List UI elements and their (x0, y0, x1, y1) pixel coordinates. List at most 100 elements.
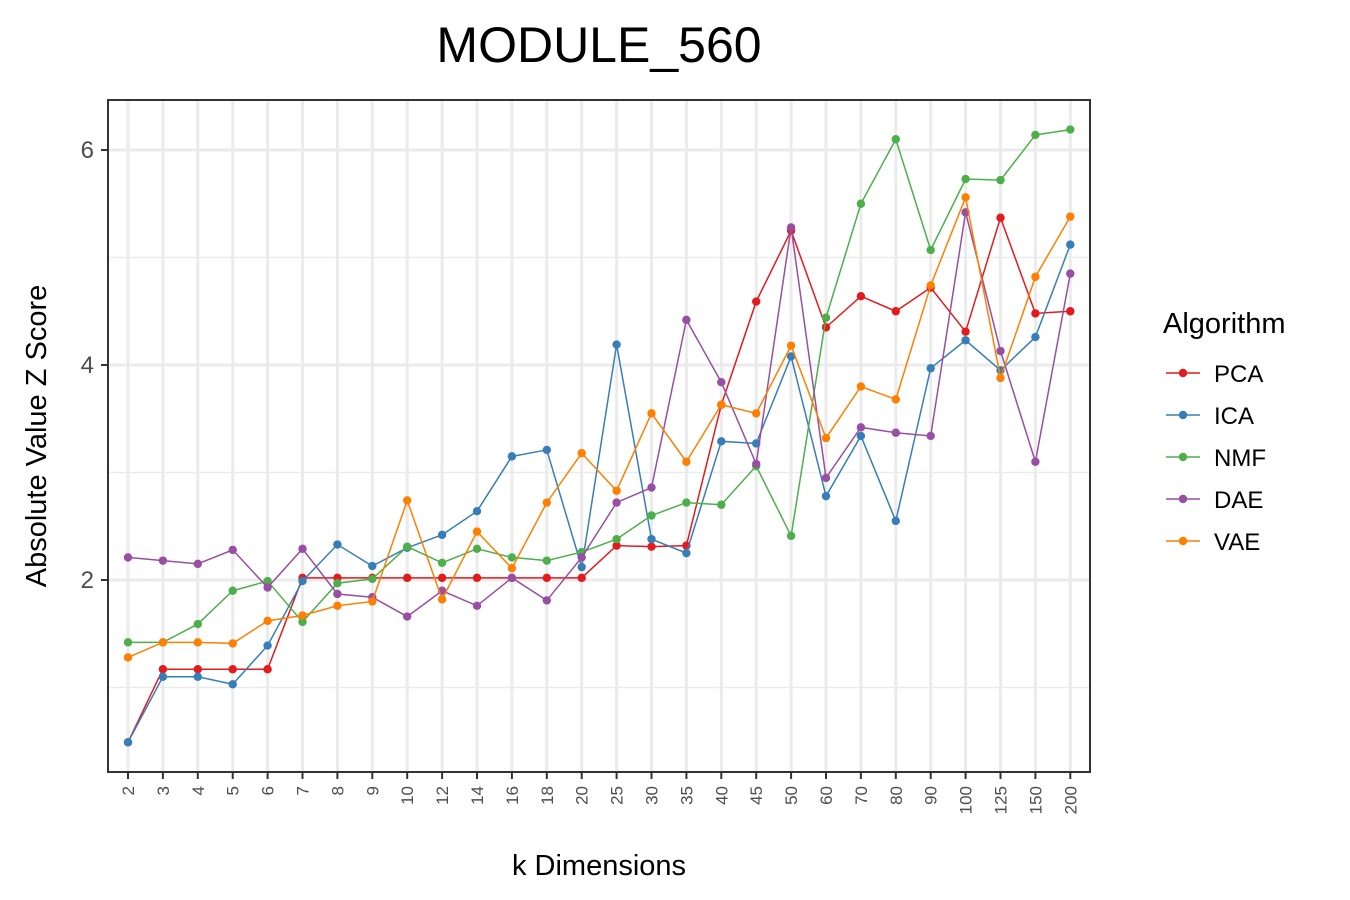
data-point (542, 556, 551, 565)
y-tick-label: 2 (81, 567, 94, 594)
x-tick-label: 60 (817, 786, 836, 805)
x-tick-label: 20 (573, 786, 592, 805)
legend: Algorithm PCA ICA NMF DAE VAE (1163, 308, 1286, 556)
data-point (891, 135, 900, 144)
data-point (158, 665, 168, 674)
data-point (193, 559, 202, 569)
x-tick-label: 7 (294, 786, 313, 795)
x-tick-label: 80 (887, 786, 906, 805)
data-point (1031, 130, 1040, 140)
data-point (368, 574, 377, 584)
data-point (647, 409, 656, 418)
data-point (856, 382, 866, 391)
data-point (926, 245, 935, 255)
legend-label: PCA (1214, 361, 1263, 388)
data-point (472, 527, 482, 536)
y-tick-label: 6 (81, 137, 94, 164)
data-point (507, 563, 517, 573)
data-point (926, 281, 935, 290)
data-point (1031, 457, 1040, 466)
x-tick-label: 5 (224, 786, 243, 795)
x-tick-label: 12 (433, 786, 452, 805)
data-point (961, 327, 970, 336)
legend-key-point (1178, 368, 1188, 378)
data-point (647, 511, 656, 520)
legend-item-pca: PCA (1166, 361, 1263, 388)
data-point (1031, 309, 1040, 318)
data-point (612, 498, 621, 507)
x-tick-label: 40 (712, 786, 731, 805)
data-point (717, 500, 726, 509)
data-point (542, 596, 551, 605)
data-point (123, 738, 133, 747)
data-point (612, 541, 621, 550)
x-tick-label: 10 (398, 786, 417, 805)
legend-key-point (1178, 494, 1188, 504)
data-point (507, 573, 517, 583)
x-tick-label: 50 (782, 786, 801, 805)
data-point (228, 639, 237, 648)
data-point (403, 573, 412, 583)
data-point (403, 496, 412, 505)
data-point (752, 409, 761, 418)
data-point (158, 556, 168, 565)
data-point (1066, 269, 1075, 278)
data-point (891, 395, 900, 404)
data-point (368, 597, 377, 606)
x-tick-label: 14 (468, 786, 487, 805)
data-point (821, 313, 831, 322)
x-tick-label: 18 (538, 786, 557, 805)
data-point (752, 459, 761, 469)
grid-major (108, 100, 1090, 772)
data-point (577, 573, 586, 583)
data-point (856, 199, 866, 208)
data-point (996, 373, 1005, 383)
y-axis: 2 4 6 (81, 137, 108, 594)
x-tick-label: 100 (957, 786, 976, 814)
data-point (123, 653, 133, 662)
data-point (298, 544, 307, 554)
data-point (577, 553, 586, 562)
data-point (403, 612, 412, 621)
x-tick-label: 16 (503, 786, 522, 805)
series-line (127, 212, 1072, 618)
data-point (891, 428, 900, 437)
data-point (821, 323, 831, 332)
legend-key-point (1178, 536, 1188, 546)
data-point (542, 445, 551, 455)
data-point (193, 638, 202, 647)
data-point (158, 672, 168, 681)
data-point (228, 586, 237, 595)
data-point (717, 400, 726, 409)
data-point (821, 491, 831, 501)
series-vae (123, 193, 1075, 662)
data-point (437, 558, 447, 567)
data-point (298, 576, 307, 586)
data-point (1066, 212, 1075, 221)
series-line (127, 215, 1071, 743)
data-point (298, 617, 307, 627)
data-point (961, 174, 970, 184)
data-point (333, 579, 342, 588)
data-point (786, 341, 796, 350)
x-tick-label: 4 (189, 786, 208, 795)
data-point (507, 452, 517, 461)
data-point (856, 431, 866, 441)
x-tick-label: 2 (119, 786, 138, 795)
x-tick-label: 9 (363, 786, 382, 795)
series-nmf (123, 125, 1075, 647)
x-tick-label: 70 (852, 786, 871, 805)
data-point (961, 193, 970, 202)
data-point (1066, 307, 1075, 316)
x-axis-title: k Dimensions (512, 850, 686, 882)
data-point (856, 292, 866, 301)
data-point (263, 616, 272, 626)
data-point (612, 534, 621, 544)
legend-title: Algorithm (1163, 308, 1286, 340)
data-point (1066, 240, 1075, 249)
legend-items: PCA ICA NMF DAE VAE (1166, 361, 1266, 556)
x-tick-label: 125 (992, 786, 1011, 814)
data-point (786, 223, 796, 232)
data-point (821, 473, 831, 483)
data-point (717, 437, 726, 446)
